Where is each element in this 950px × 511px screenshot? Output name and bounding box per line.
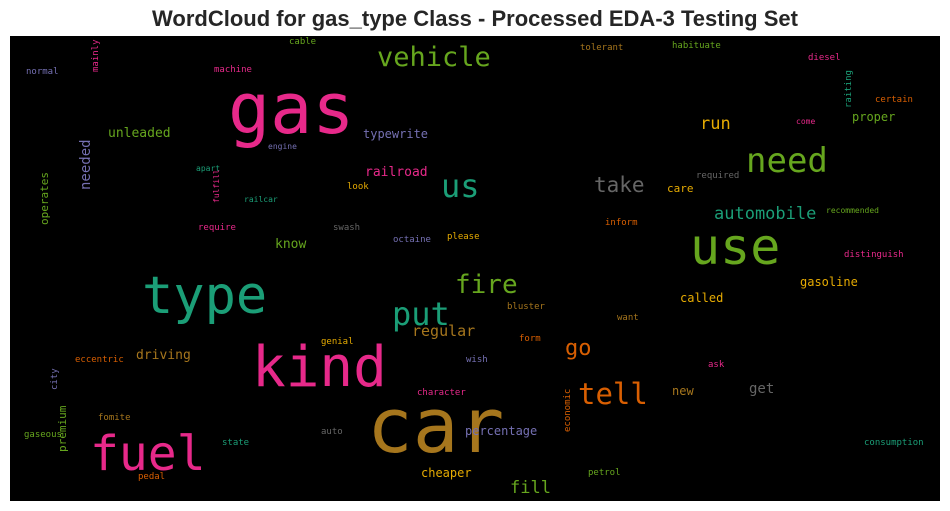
word-normal: normal bbox=[26, 67, 59, 77]
word-raiting: raiting bbox=[844, 70, 854, 108]
word-recommended: recommended bbox=[826, 206, 879, 215]
word-know: know bbox=[275, 237, 307, 252]
word-auto: auto bbox=[321, 427, 343, 437]
word-come: come bbox=[796, 117, 816, 126]
word-new: new bbox=[672, 384, 694, 398]
word-use: use bbox=[690, 218, 781, 276]
word-pedal: pedal bbox=[138, 472, 166, 482]
word-go: go bbox=[565, 336, 592, 361]
word-fill: fill bbox=[510, 478, 551, 498]
word-city: city bbox=[50, 368, 60, 390]
word-fuel: fuel bbox=[90, 426, 206, 482]
word-regular: regular bbox=[412, 322, 476, 340]
word-typewrite: typewrite bbox=[363, 127, 429, 141]
word-consumption: consumption bbox=[864, 438, 924, 448]
word-bluster: bluster bbox=[507, 302, 545, 312]
word-percentage: percentage bbox=[465, 424, 538, 438]
word-tell: tell bbox=[578, 377, 648, 411]
word-put: put bbox=[392, 295, 450, 333]
word-need: need bbox=[746, 141, 828, 181]
word-gaseous: gaseous bbox=[24, 430, 62, 440]
word-machine: machine bbox=[214, 65, 252, 75]
word-gas: gas bbox=[228, 68, 355, 150]
word-tolerant: tolerant bbox=[580, 43, 624, 53]
word-fire: fire bbox=[455, 270, 518, 300]
word-wish: wish bbox=[466, 355, 488, 365]
word-engine: engine bbox=[268, 142, 297, 151]
word-needed: needed bbox=[78, 139, 94, 190]
word-please: please bbox=[447, 232, 480, 242]
word-cheaper: cheaper bbox=[421, 466, 472, 480]
word-get: get bbox=[749, 381, 775, 397]
word-octaine: octaine bbox=[393, 235, 431, 245]
word-car: car bbox=[367, 381, 505, 470]
word-fulfill: fulfill bbox=[212, 169, 221, 203]
word-diesel: diesel bbox=[808, 53, 841, 63]
word-operates: operates bbox=[38, 172, 51, 225]
word-economic: economic bbox=[563, 388, 573, 432]
word-cable: cable bbox=[289, 37, 317, 47]
chart-title: WordCloud for gas_type Class - Processed… bbox=[152, 6, 798, 31]
word-automobile: automobile bbox=[714, 204, 817, 224]
word-eccentric: eccentric bbox=[75, 355, 124, 365]
word-distinguish: distinguish bbox=[844, 250, 904, 260]
word-us: us bbox=[441, 167, 480, 205]
word-unleaded: unleaded bbox=[108, 126, 171, 141]
word-care: care bbox=[667, 182, 694, 195]
word-apart: apart bbox=[196, 164, 221, 173]
word-vehicle: vehicle bbox=[377, 42, 491, 73]
wordcloud-canvas: gas car kind type use fuel need vehicle us put tel… bbox=[10, 36, 940, 501]
word-premium: premium bbox=[56, 405, 69, 452]
word-habituate: habituate bbox=[672, 41, 721, 51]
word-state: state bbox=[222, 438, 250, 448]
word-certain: certain bbox=[875, 95, 913, 105]
word-run: run bbox=[700, 114, 731, 134]
word-ask: ask bbox=[708, 360, 725, 370]
word-petrol: petrol bbox=[588, 468, 621, 478]
word-character: character bbox=[417, 388, 466, 398]
word-type: type bbox=[142, 266, 268, 326]
word-look: look bbox=[347, 182, 369, 192]
word-require: require bbox=[198, 223, 236, 233]
word-required: required bbox=[696, 171, 740, 181]
word-railcar: railcar bbox=[244, 195, 278, 204]
word-proper: proper bbox=[852, 110, 896, 124]
word-fomite: fomite bbox=[98, 413, 131, 423]
word-want: want bbox=[617, 313, 639, 323]
word-take: take bbox=[594, 173, 645, 197]
word-called: called bbox=[680, 291, 724, 305]
word-swash: swash bbox=[333, 223, 361, 233]
word-gasoline: gasoline bbox=[800, 275, 858, 289]
word-genial: genial bbox=[321, 337, 354, 347]
word-driving: driving bbox=[136, 348, 191, 363]
word-kind: kind bbox=[252, 335, 387, 400]
word-inform: inform bbox=[605, 218, 638, 228]
word-mainly: mainly bbox=[91, 39, 101, 72]
word-form: form bbox=[519, 334, 541, 344]
word-railroad: railroad bbox=[365, 165, 428, 180]
